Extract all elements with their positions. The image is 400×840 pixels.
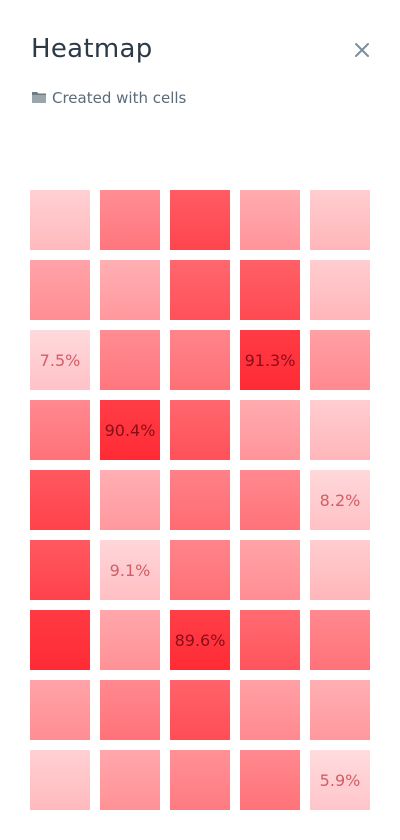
heatmap-cell[interactable]: 90.4%	[100, 400, 160, 460]
heatmap-cell[interactable]	[30, 540, 90, 600]
close-button[interactable]	[348, 36, 376, 64]
heatmap-cell[interactable]	[170, 470, 230, 530]
heatmap-cell[interactable]	[170, 190, 230, 250]
heatmap-cell-label: 5.9%	[319, 770, 361, 790]
heatmap-cell[interactable]	[240, 540, 300, 600]
heatmap-cell[interactable]: 8.2%	[310, 470, 370, 530]
heatmap-cell[interactable]	[30, 470, 90, 530]
heatmap-cell-label: 90.4%	[104, 420, 156, 440]
heatmap-cell[interactable]	[30, 680, 90, 740]
heatmap-cell[interactable]	[30, 190, 90, 250]
subtitle-text: Created with cells	[52, 89, 187, 107]
heatmap-cell[interactable]	[170, 540, 230, 600]
heatmap-cell[interactable]: 7.5%	[30, 330, 90, 390]
folder-icon	[32, 92, 46, 103]
heatmap-cell[interactable]	[170, 260, 230, 320]
heatmap-cell[interactable]	[310, 610, 370, 670]
heatmap-cell[interactable]	[100, 610, 160, 670]
heatmap-cell[interactable]	[240, 610, 300, 670]
heatmap-cell[interactable]	[30, 400, 90, 460]
heatmap-cell-label: 8.2%	[319, 490, 361, 510]
heatmap-grid: 7.5% 91.3% 90.4% 8.2% 9.1% 89.6% 5.9%	[30, 190, 370, 810]
heatmap-cell[interactable]: 5.9%	[310, 750, 370, 810]
heatmap-cell[interactable]	[240, 190, 300, 250]
heatmap-cell[interactable]	[310, 330, 370, 390]
heatmap-cell[interactable]	[240, 470, 300, 530]
heatmap-cell[interactable]	[240, 750, 300, 810]
heatmap-cell[interactable]	[30, 750, 90, 810]
heatmap-cell[interactable]	[310, 680, 370, 740]
heatmap-cell[interactable]	[170, 750, 230, 810]
heatmap-cell-label: 7.5%	[39, 350, 81, 370]
header: Heatmap Created with cells	[0, 0, 400, 130]
heatmap-cell[interactable]	[30, 610, 90, 670]
heatmap-cell[interactable]	[310, 400, 370, 460]
heatmap-cell[interactable]	[310, 260, 370, 320]
heatmap-cell[interactable]	[100, 470, 160, 530]
heatmap-cell[interactable]	[170, 400, 230, 460]
heatmap-cell-label: 91.3%	[244, 350, 296, 370]
heatmap-cell[interactable]	[310, 540, 370, 600]
heatmap-cell[interactable]	[100, 330, 160, 390]
heatmap-cell[interactable]	[30, 260, 90, 320]
heatmap-cell[interactable]: 91.3%	[240, 330, 300, 390]
heatmap-cell[interactable]	[100, 190, 160, 250]
heatmap-cell-label: 89.6%	[174, 630, 226, 650]
heatmap-cell[interactable]	[100, 750, 160, 810]
heatmap-cell[interactable]	[170, 330, 230, 390]
heatmap-cell[interactable]: 9.1%	[100, 540, 160, 600]
heatmap-cell[interactable]	[240, 260, 300, 320]
heatmap-cell[interactable]: 89.6%	[170, 610, 230, 670]
page-title: Heatmap	[31, 34, 153, 64]
heatmap-cell[interactable]	[240, 680, 300, 740]
subtitle: Created with cells	[31, 89, 186, 107]
heatmap-cell[interactable]	[240, 400, 300, 460]
heatmap-cell[interactable]	[100, 260, 160, 320]
close-icon	[355, 43, 369, 57]
heatmap-cell[interactable]	[310, 190, 370, 250]
heatmap-cell[interactable]	[100, 680, 160, 740]
heatmap-cell[interactable]	[170, 680, 230, 740]
heatmap-cell-label: 9.1%	[109, 560, 151, 580]
